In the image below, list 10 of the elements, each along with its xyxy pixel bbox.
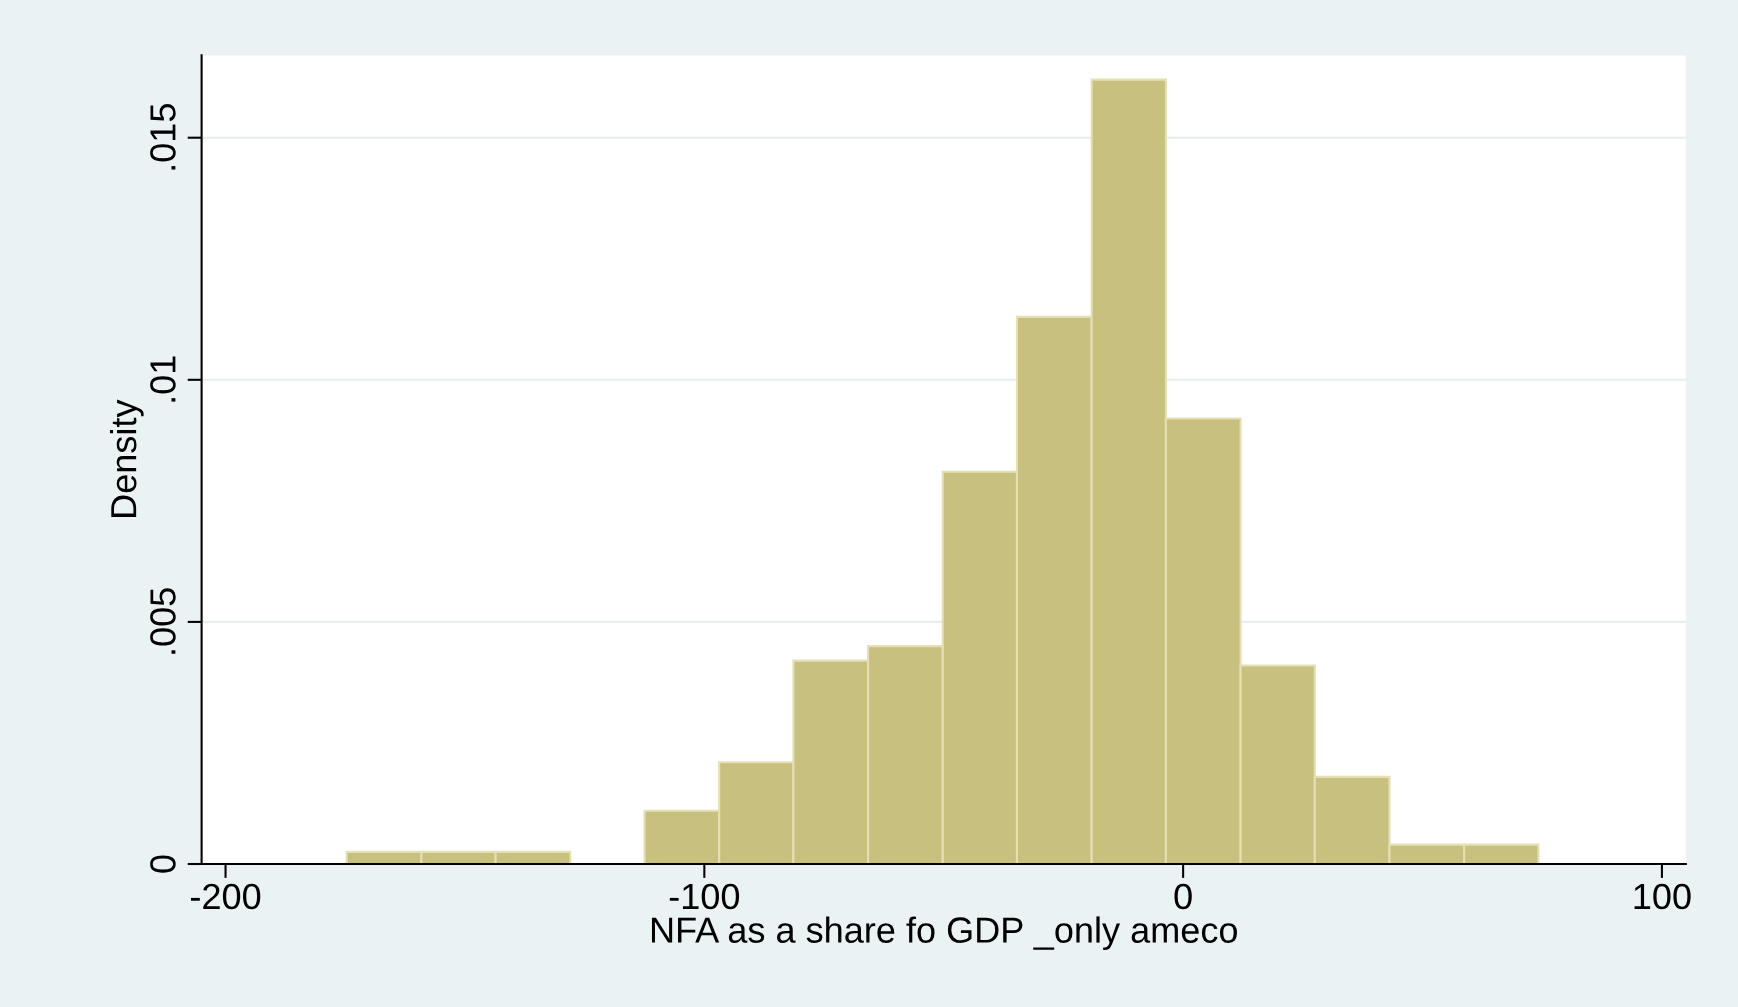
x-tick-label: -100 <box>669 883 740 910</box>
x-tick-label: -200 <box>191 883 261 910</box>
y-tick-label: 0 <box>150 855 176 873</box>
x-tick-label: 0 <box>1174 883 1192 910</box>
x-tick-label: 100 <box>1634 883 1691 910</box>
y-tick-label: .005 <box>150 588 176 654</box>
y-axis-title: Density <box>109 399 144 517</box>
y-tick-label: .015 <box>150 104 176 170</box>
x-axis-title: NFA as a share fo GDP _only ameco <box>651 916 1237 951</box>
y-tick-label: .01 <box>150 356 176 402</box>
